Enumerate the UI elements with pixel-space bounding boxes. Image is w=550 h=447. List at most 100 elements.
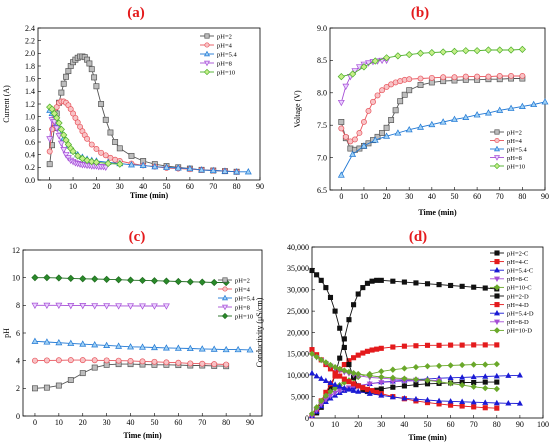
data-point bbox=[50, 109, 58, 118]
legend-label: pH=10 bbox=[217, 69, 235, 76]
chart-panel-c: (c) 0 10 20 30 40 50 60 70 80 90 0 2 4 6 8 10 12 Time (min… bbox=[2, 229, 263, 440]
data-point bbox=[63, 73, 69, 80]
data-point bbox=[128, 161, 135, 168]
data-point bbox=[91, 357, 98, 364]
panel-label: (b) bbox=[411, 5, 429, 21]
legend-label: pH=2 bbox=[507, 129, 522, 136]
legend-marker bbox=[493, 284, 501, 291]
data-point bbox=[74, 119, 81, 126]
x-axis-title: Time (min) bbox=[130, 191, 169, 200]
x-tick-label: 50 bbox=[450, 192, 458, 201]
data-point bbox=[493, 385, 500, 393]
y-tick-label: 6 bbox=[16, 329, 20, 338]
data-point bbox=[364, 386, 370, 392]
data-point bbox=[424, 281, 431, 287]
data-point bbox=[337, 325, 343, 331]
data-point bbox=[115, 303, 123, 310]
data-point bbox=[356, 130, 363, 136]
data-point bbox=[103, 275, 111, 283]
data-point bbox=[127, 303, 135, 310]
data-point bbox=[436, 342, 442, 348]
legend-marker bbox=[221, 312, 229, 320]
legend-label: pH=4-D bbox=[507, 302, 529, 309]
data-point bbox=[482, 285, 488, 291]
data-point bbox=[484, 46, 493, 54]
x-tick-label: 40 bbox=[139, 182, 147, 191]
series-pH=10 bbox=[31, 274, 230, 287]
data-point bbox=[43, 274, 51, 282]
data-point bbox=[494, 405, 500, 411]
data-point bbox=[470, 361, 477, 368]
data-point bbox=[345, 386, 352, 392]
x-tick-label: 20 bbox=[383, 192, 391, 201]
data-point bbox=[327, 388, 334, 395]
data-point bbox=[331, 363, 339, 371]
y-axis-title: Conductivity (μS/cm) bbox=[255, 297, 264, 367]
data-point bbox=[428, 49, 436, 57]
legend-marker bbox=[203, 68, 211, 76]
data-point bbox=[103, 341, 111, 349]
data-point bbox=[345, 368, 353, 375]
data-point bbox=[187, 360, 194, 367]
y-tick-label: 10 bbox=[12, 273, 20, 282]
data-point bbox=[91, 74, 98, 81]
legend-marker bbox=[221, 304, 229, 311]
data-point bbox=[104, 159, 112, 168]
data-point bbox=[91, 364, 98, 371]
y-tick-label: 0.4 bbox=[25, 150, 35, 159]
data-point bbox=[341, 344, 347, 351]
data-point bbox=[174, 164, 182, 171]
data-point bbox=[46, 136, 54, 143]
series-pH=4 bbox=[32, 357, 230, 368]
data-point bbox=[383, 132, 391, 139]
data-point bbox=[102, 152, 109, 159]
data-point bbox=[351, 302, 357, 308]
data-point bbox=[462, 73, 469, 80]
y-tick-label: 2.4 bbox=[25, 24, 35, 33]
data-point bbox=[459, 283, 465, 289]
data-point bbox=[55, 338, 63, 346]
x-tick-label: 30 bbox=[377, 420, 385, 429]
data-point bbox=[370, 98, 376, 105]
data-point bbox=[413, 343, 419, 349]
data-point bbox=[484, 109, 492, 116]
data-point bbox=[332, 308, 338, 314]
data-point bbox=[163, 359, 170, 366]
data-point bbox=[371, 57, 379, 65]
data-point bbox=[31, 274, 39, 282]
data-point bbox=[383, 124, 390, 131]
data-point bbox=[31, 302, 39, 310]
data-point bbox=[482, 399, 489, 405]
data-point bbox=[211, 361, 218, 368]
data-point bbox=[84, 135, 91, 142]
x-axis-title: Time (min) bbox=[408, 433, 447, 442]
data-point bbox=[98, 149, 105, 156]
data-point bbox=[401, 365, 408, 372]
series-pH=4 bbox=[338, 73, 526, 145]
data-point bbox=[451, 115, 458, 122]
data-point bbox=[162, 277, 171, 285]
data-point bbox=[394, 129, 402, 136]
data-point bbox=[67, 303, 75, 310]
legend-label: pH=5.4 bbox=[235, 295, 255, 302]
data-point bbox=[470, 373, 477, 380]
legend-marker bbox=[493, 319, 501, 326]
legend-label: pH=4-C bbox=[507, 259, 528, 266]
data-point bbox=[67, 357, 74, 364]
y-tick-label: 8 bbox=[16, 301, 20, 310]
data-point bbox=[346, 317, 352, 323]
data-point bbox=[470, 398, 477, 405]
x-tick-label: 20 bbox=[79, 418, 87, 427]
data-point bbox=[88, 141, 95, 148]
x-tick-label: 90 bbox=[516, 420, 524, 429]
data-point bbox=[351, 136, 358, 143]
data-point bbox=[50, 119, 58, 126]
legend: pH=2 pH=4 pH=5.4 pH=8 pH=10 bbox=[200, 33, 237, 76]
x-tick-label: 80 bbox=[493, 420, 501, 429]
x-tick-label: 90 bbox=[256, 182, 264, 191]
data-point bbox=[405, 50, 413, 59]
data-point bbox=[88, 66, 95, 73]
data-point bbox=[447, 380, 454, 387]
x-tick-label: 60 bbox=[174, 418, 182, 427]
data-point bbox=[150, 343, 158, 351]
